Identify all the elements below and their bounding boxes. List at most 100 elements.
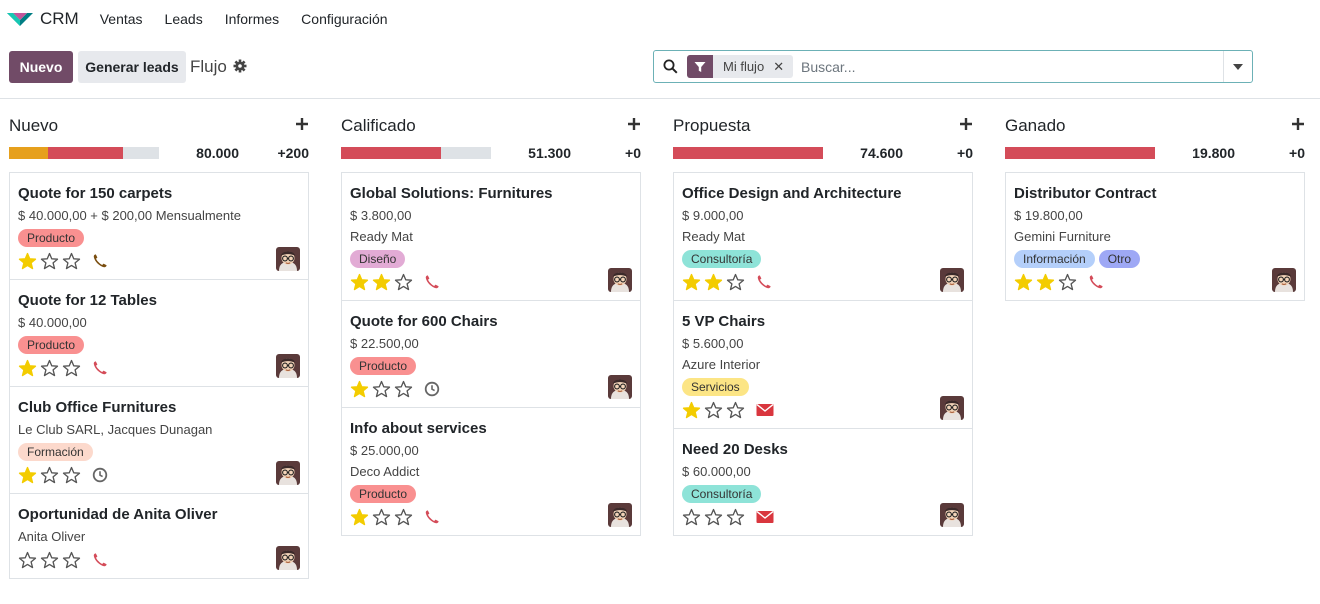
phone-icon[interactable] [424,274,440,290]
avatar[interactable] [940,503,964,527]
star-empty-icon[interactable] [704,508,723,527]
star-empty-icon[interactable] [704,401,723,420]
star-filled-icon[interactable] [350,380,369,399]
star-filled-icon[interactable] [704,273,723,292]
progress-segment[interactable] [341,147,442,159]
star-empty-icon[interactable] [40,551,59,570]
app-name[interactable]: CRM [40,9,79,28]
star-filled-icon[interactable] [350,508,369,527]
opportunity-card[interactable]: Club Office Furnitures Le Club SARL, Jacq… [10,387,308,494]
avatar[interactable] [608,268,632,292]
menu-informes[interactable]: Informes [224,11,280,27]
progress-segment[interactable] [9,147,48,159]
add-card-icon[interactable] [959,117,973,131]
remove-facet-icon[interactable]: ✕ [773,58,785,74]
progress-segment[interactable] [1005,147,1155,159]
column-title[interactable]: Nuevo [9,116,59,135]
progress-segment[interactable] [48,147,123,159]
star-empty-icon[interactable] [62,466,81,485]
opportunity-card[interactable]: Quote for 150 carpets $ 40.000,00 + $ 200… [10,173,308,280]
filter-facet[interactable]: Mi flujo ✕ [687,55,794,78]
avatar[interactable] [608,375,632,399]
column-progress-bar[interactable] [9,147,159,159]
opportunity-card[interactable]: Quote for 600 Chairs $ 22.500,00 Producto [342,301,640,408]
avatar[interactable] [276,546,300,570]
generate-leads-button[interactable]: Generar leads [78,51,186,83]
opportunity-card[interactable]: Oportunidad de Anita Oliver Anita Oliver [10,494,308,578]
column-progress-bar[interactable] [673,147,823,159]
star-filled-icon[interactable] [682,401,701,420]
phone-icon[interactable] [92,552,108,568]
star-empty-icon[interactable] [372,380,391,399]
crm-logo-icon[interactable] [6,9,34,29]
column-title[interactable]: Ganado [1005,116,1066,135]
star-empty-icon[interactable] [726,401,745,420]
phone-icon[interactable] [92,253,108,269]
add-card-icon[interactable] [1291,117,1305,131]
progress-segment[interactable] [673,147,823,159]
tag-list: Producto [18,229,300,247]
star-empty-icon[interactable] [394,273,413,292]
avatar[interactable] [940,268,964,292]
star-empty-icon[interactable] [40,359,59,378]
column-progress-bar[interactable] [341,147,491,159]
column-title[interactable]: Propuesta [673,116,751,135]
new-button[interactable]: Nuevo [9,51,73,83]
phone-icon[interactable] [424,509,440,525]
star-empty-icon[interactable] [1058,273,1077,292]
avatar[interactable] [608,503,632,527]
search-input[interactable] [801,57,1221,77]
opportunity-card[interactable]: Info about services $ 25.000,00 Deco Addic… [342,408,640,535]
star-empty-icon[interactable] [40,466,59,485]
star-empty-icon[interactable] [62,252,81,271]
star-empty-icon[interactable] [394,508,413,527]
avatar[interactable] [940,396,964,420]
opportunity-card[interactable]: Need 20 Desks $ 60.000,00 Consultoría [674,429,972,535]
search-icon[interactable] [663,59,678,79]
avatar[interactable] [276,354,300,378]
card-detail: $ 60.000,00 [682,464,751,479]
avatar[interactable] [276,247,300,271]
star-filled-icon[interactable] [18,252,37,271]
star-filled-icon[interactable] [372,273,391,292]
star-empty-icon[interactable] [394,380,413,399]
phone-icon[interactable] [756,274,772,290]
star-empty-icon[interactable] [372,508,391,527]
envelope-icon[interactable] [756,509,774,525]
star-empty-icon[interactable] [726,508,745,527]
phone-icon[interactable] [92,360,108,376]
column-title[interactable]: Calificado [341,116,416,135]
opportunity-card[interactable]: Distributor Contract $ 19.800,00 Gemini Fu… [1006,173,1304,300]
phone-icon[interactable] [1088,274,1104,290]
avatar[interactable] [1272,268,1296,292]
tag-list: Servicios [682,378,964,396]
search-dropdown-toggle[interactable] [1223,51,1252,82]
opportunity-card[interactable]: 5 VP Chairs $ 5.600,00 Azure Interior Servi… [674,301,972,429]
avatar[interactable] [276,461,300,485]
menu-ventas[interactable]: Ventas [99,11,143,27]
clock-icon[interactable] [92,467,108,483]
star-empty-icon[interactable] [682,508,701,527]
gear-icon[interactable] [233,59,247,73]
star-filled-icon[interactable] [1036,273,1055,292]
star-filled-icon[interactable] [682,273,701,292]
star-filled-icon[interactable] [1014,273,1033,292]
menu-configuracion[interactable]: Configuración [301,11,388,27]
clock-icon[interactable] [424,381,440,397]
column-progress-bar[interactable] [1005,147,1155,159]
star-empty-icon[interactable] [726,273,745,292]
star-filled-icon[interactable] [18,466,37,485]
opportunity-card[interactable]: Global Solutions: Furnitures $ 3.800,00 Re… [342,173,640,301]
opportunity-card[interactable]: Quote for 12 Tables $ 40.000,00 Producto [10,280,308,387]
envelope-icon[interactable] [756,402,774,418]
star-filled-icon[interactable] [18,359,37,378]
add-card-icon[interactable] [295,117,309,131]
menu-leads[interactable]: Leads [164,11,203,27]
add-card-icon[interactable] [627,117,641,131]
star-empty-icon[interactable] [62,551,81,570]
star-filled-icon[interactable] [350,273,369,292]
opportunity-card[interactable]: Office Design and Architecture $ 9.000,00… [674,173,972,301]
star-empty-icon[interactable] [62,359,81,378]
star-empty-icon[interactable] [18,551,37,570]
star-empty-icon[interactable] [40,252,59,271]
